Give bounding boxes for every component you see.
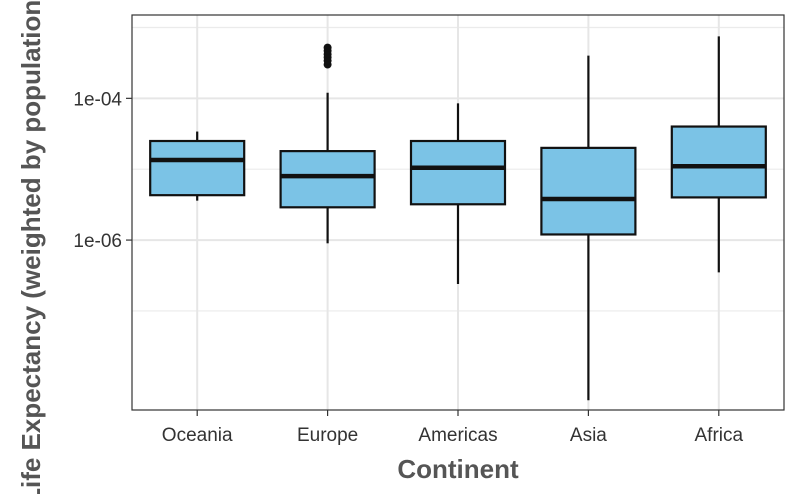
y-tick-label: 1e-06 bbox=[73, 231, 122, 252]
iqr-box bbox=[540, 146, 637, 236]
x-tick-label: Asia bbox=[570, 425, 607, 446]
y-axis-title: Life Expectancy (weighted by population) bbox=[16, 0, 46, 494]
boxes bbox=[149, 36, 767, 401]
box-europe bbox=[279, 43, 376, 244]
box-americas bbox=[409, 103, 507, 284]
x-tick-label: Oceania bbox=[162, 425, 233, 446]
x-axis-title: Continent bbox=[397, 454, 519, 484]
y-tick-label: 1e-04 bbox=[73, 89, 122, 110]
x-tick-label: Europe bbox=[297, 425, 358, 446]
axis-ticks: 1e-06 1e-04 Oceania Europe Americas Asia Afric… bbox=[73, 89, 743, 446]
outlier-point bbox=[323, 43, 332, 52]
box-oceania bbox=[149, 131, 246, 201]
box-asia bbox=[540, 55, 637, 401]
box-africa bbox=[670, 36, 767, 273]
x-tick-label: Africa bbox=[695, 425, 744, 446]
iqr-box bbox=[670, 125, 767, 199]
iqr-box bbox=[149, 139, 246, 197]
iqr-box bbox=[279, 150, 376, 209]
x-tick-label: Americas bbox=[418, 425, 497, 446]
iqr-box bbox=[409, 139, 507, 206]
